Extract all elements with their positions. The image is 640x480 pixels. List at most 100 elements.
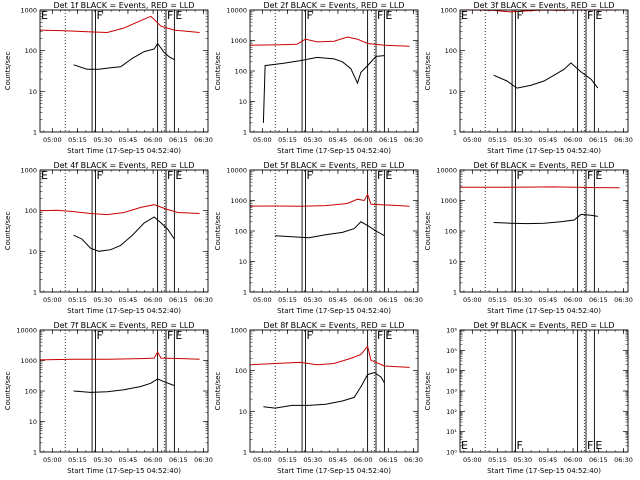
- saa-flag-label: F: [306, 169, 312, 182]
- x-tick-label: 05:30: [513, 136, 532, 144]
- events-series-line: [73, 42, 175, 70]
- lld-series-line: [39, 204, 200, 216]
- y-tick-label: 100: [235, 367, 247, 375]
- detector-panel: Det 9f BLACK = Events, RED = LLD Counts/s…: [424, 321, 633, 475]
- x-tick-label: 05:00: [43, 456, 62, 464]
- x-tick-label: 05:15: [488, 296, 507, 304]
- y-tick-label: 1: [453, 289, 457, 297]
- x-tick-label: 05:45: [539, 296, 558, 304]
- saa-flag-label: E: [175, 329, 182, 342]
- y-tick-label: 10000: [436, 167, 457, 175]
- y-tick-label: 1: [453, 129, 457, 137]
- events-series-line: [263, 371, 385, 409]
- x-tick-label: 06:15: [589, 456, 608, 464]
- y-tick-label: 1000: [230, 327, 247, 335]
- x-tick-label: 05:30: [513, 296, 532, 304]
- lld-series-line: [249, 345, 410, 368]
- y-tick-label: 1: [33, 129, 37, 137]
- saa-flag-label: F: [516, 9, 522, 22]
- saa-flag-label: E: [595, 169, 602, 182]
- events-series-line: [493, 213, 598, 225]
- x-axis-label: Start Time (17-Sep-15 04:52:40): [487, 307, 601, 315]
- x-tick-label: 06:15: [379, 296, 398, 304]
- x-tick-label: 06:00: [564, 296, 583, 304]
- plot-frame: [459, 329, 629, 453]
- x-axis-label: Start Time (17-Sep-15 04:52:40): [487, 467, 601, 475]
- y-tick-label: 100: [445, 228, 457, 236]
- y-axis-label: Counts/sec: [424, 52, 432, 91]
- x-tick-label: 06:30: [404, 296, 423, 304]
- x-axis-label: Start Time (17-Sep-15 04:52:40): [277, 147, 391, 155]
- plot-frame: [39, 9, 209, 133]
- saa-flag-label: F: [167, 329, 173, 342]
- y-tick-label: 10: [239, 258, 247, 266]
- y-tick-label: 10⁰: [446, 449, 457, 457]
- saa-flag-label: F: [96, 329, 102, 342]
- detector-panel: Det 3f BLACK = Events, RED = LLD Counts/s…: [424, 1, 633, 155]
- panel-title: Det 9f BLACK = Events, RED = LLD: [473, 321, 614, 330]
- x-tick-label: 05:45: [119, 456, 138, 464]
- x-tick-label: 06:30: [614, 456, 633, 464]
- x-axis-label: Start Time (17-Sep-15 04:52:40): [277, 307, 391, 315]
- detector-panel: Det 5f BLACK = Events, RED = LLD Counts/s…: [214, 161, 423, 315]
- x-tick-label: 05:30: [513, 456, 532, 464]
- lld-series-line: [249, 36, 410, 47]
- plot-frame: [249, 169, 419, 293]
- y-tick-label: 1000: [230, 37, 247, 45]
- saa-flag-label: E: [41, 169, 48, 182]
- saa-flag-label: E: [41, 9, 48, 22]
- saa-flag-label: F: [516, 439, 522, 452]
- x-tick-label: 05:15: [68, 456, 87, 464]
- saa-flag-label: F: [167, 169, 173, 182]
- y-tick-label: 1000: [440, 7, 457, 15]
- y-axis-label: Counts/sec: [424, 212, 432, 251]
- lld-series-line: [460, 186, 620, 189]
- y-tick-label: 1: [243, 449, 247, 457]
- y-axis-label: Counts/sec: [214, 212, 222, 251]
- y-tick-label: 100: [445, 47, 457, 55]
- x-tick-label: 05:15: [488, 136, 507, 144]
- panel-title: Det 2f BLACK = Events, RED = LLD: [263, 1, 404, 10]
- lld-series-line: [39, 350, 200, 361]
- y-tick-label: 1000: [440, 197, 457, 205]
- detector-panel: Det 6f BLACK = Events, RED = LLD Counts/s…: [424, 161, 633, 315]
- y-axis-label: Counts/sec: [4, 372, 12, 411]
- x-tick-label: 06:00: [354, 296, 373, 304]
- y-tick-label: 100: [235, 68, 247, 76]
- x-tick-label: 05:30: [93, 456, 112, 464]
- x-tick-label: 06:00: [354, 136, 373, 144]
- x-tick-label: 05:45: [539, 456, 558, 464]
- detector-panel: Det 7f BLACK = Events, RED = LLD Counts/s…: [4, 321, 213, 475]
- saa-flag-label: F: [377, 329, 383, 342]
- x-tick-label: 06:00: [144, 296, 163, 304]
- y-tick-label: 1000: [20, 7, 37, 15]
- x-tick-label: 06:15: [379, 456, 398, 464]
- saa-flag-label: F: [306, 329, 312, 342]
- x-tick-label: 06:15: [589, 136, 608, 144]
- y-tick-label: 10000: [226, 7, 247, 15]
- plot-frame: [459, 9, 629, 133]
- events-series-line: [73, 216, 175, 252]
- x-axis-label: Start Time (17-Sep-15 04:52:40): [67, 147, 181, 155]
- panel-title: Det 7f BLACK = Events, RED = LLD: [53, 321, 194, 330]
- plot-frame: [39, 329, 209, 453]
- x-tick-label: 05:15: [278, 456, 297, 464]
- y-axis-label: Counts/sec: [4, 52, 12, 91]
- y-tick-label: 1: [33, 289, 37, 297]
- panel-title: Det 6f BLACK = Events, RED = LLD: [473, 161, 614, 170]
- saa-flag-label: E: [175, 169, 182, 182]
- x-tick-label: 05:15: [488, 456, 507, 464]
- x-tick-label: 06:30: [194, 296, 213, 304]
- x-tick-label: 05:45: [329, 456, 348, 464]
- saa-flag-label: F: [306, 9, 312, 22]
- saa-flag-label: F: [167, 9, 173, 22]
- x-tick-label: 06:30: [404, 456, 423, 464]
- saa-flag-label: F: [516, 169, 522, 182]
- y-axis-label: Counts/sec: [214, 372, 222, 411]
- y-tick-label: 10²: [446, 408, 457, 416]
- x-tick-label: 06:30: [194, 456, 213, 464]
- events-series-line: [275, 221, 385, 239]
- y-tick-label: 10: [29, 418, 37, 426]
- saa-flag-label: F: [587, 439, 593, 452]
